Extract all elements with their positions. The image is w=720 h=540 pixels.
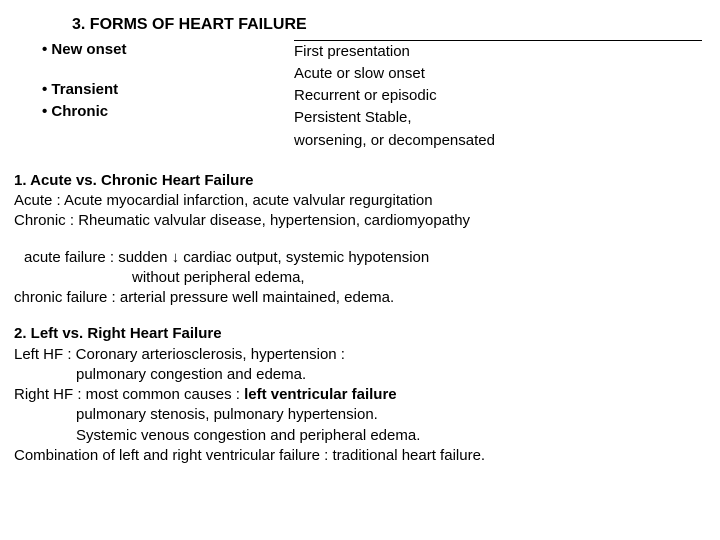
desc-acute-slow: Acute or slow onset <box>294 64 702 84</box>
section-acute-chronic-detail: acute failure : sudden ↓ cardiac output,… <box>14 248 702 309</box>
line-combination: Combination of left and right ventricula… <box>14 446 702 466</box>
section-title: 3. FORMS OF HEART FAILURE <box>72 14 702 36</box>
section-acute-chronic: 1. Acute vs. Chronic Heart Failure Acute… <box>14 171 702 232</box>
line-without-edema: without peripheral edema, <box>14 268 702 288</box>
line-right-hf-3: Systemic venous congestion and periphera… <box>14 426 702 446</box>
line-right-hf-prefix: Right HF : most common causes : <box>14 386 244 403</box>
desc-recurrent: Recurrent or episodic <box>294 86 702 106</box>
line-left-hf: Left HF : Coronary arteriosclerosis, hyp… <box>14 345 702 365</box>
forms-right-col: First presentation Acute or slow onset R… <box>294 40 702 153</box>
line-right-hf-2: pulmonary stenosis, pulmonary hypertensi… <box>14 405 702 425</box>
line-acute-failure: acute failure : sudden ↓ cardiac output,… <box>14 248 702 268</box>
line-right-hf: Right HF : most common causes : left ven… <box>14 385 702 405</box>
bullet-transient: • Transient <box>42 80 294 100</box>
desc-worsening: worsening, or decompensated <box>294 131 702 151</box>
line-left-hf-2: pulmonary congestion and edema. <box>14 365 702 385</box>
desc-persistent: Persistent Stable, <box>294 108 702 128</box>
bullet-chronic: • Chronic <box>42 102 294 122</box>
desc-first-presentation: First presentation <box>294 42 702 62</box>
forms-table: • New onset • Transient • Chronic First … <box>14 40 702 153</box>
line-chronic: Chronic : Rheumatic valvular disease, hy… <box>14 211 702 231</box>
heading-acute-chronic: 1. Acute vs. Chronic Heart Failure <box>14 171 702 191</box>
heading-left-right: 2. Left vs. Right Heart Failure <box>14 324 702 344</box>
bullet-new-onset: • New onset <box>42 40 294 60</box>
line-acute: Acute : Acute myocardial infarction, acu… <box>14 191 702 211</box>
section-left-right: 2. Left vs. Right Heart Failure Left HF … <box>14 324 702 466</box>
line-right-hf-bold: left ventricular failure <box>244 386 397 403</box>
line-chronic-failure: chronic failure : arterial pressure well… <box>14 288 702 308</box>
forms-left-col: • New onset • Transient • Chronic <box>14 40 294 153</box>
